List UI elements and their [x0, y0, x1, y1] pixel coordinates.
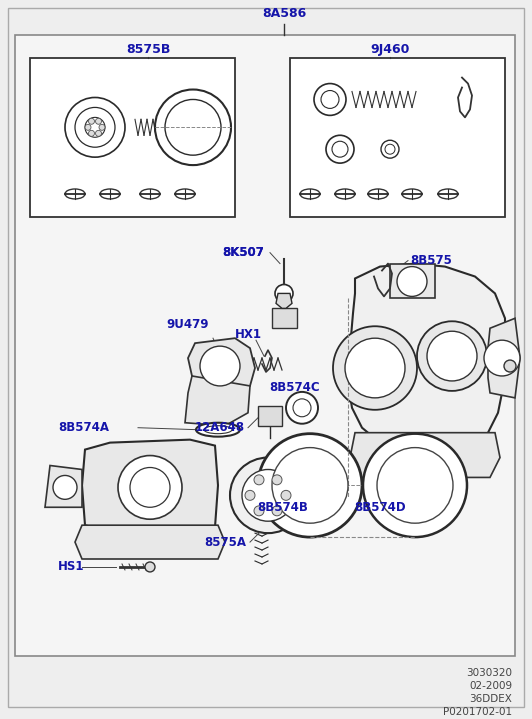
Ellipse shape: [427, 331, 477, 381]
Ellipse shape: [254, 506, 264, 516]
Ellipse shape: [300, 189, 320, 199]
Ellipse shape: [363, 434, 467, 537]
Ellipse shape: [281, 490, 291, 500]
Ellipse shape: [196, 423, 240, 436]
Text: 9U479: 9U479: [167, 318, 209, 331]
Ellipse shape: [397, 267, 427, 296]
Ellipse shape: [65, 189, 85, 199]
Ellipse shape: [175, 189, 195, 199]
Text: HX1: HX1: [235, 328, 262, 341]
Text: 36DDEX: 36DDEX: [469, 695, 512, 705]
Ellipse shape: [345, 338, 405, 398]
Ellipse shape: [272, 506, 282, 516]
Ellipse shape: [88, 130, 95, 137]
Bar: [272, 308, 297, 329]
Ellipse shape: [99, 124, 105, 130]
Ellipse shape: [335, 189, 355, 199]
Ellipse shape: [417, 321, 487, 391]
Text: 8B574B: 8B574B: [257, 500, 309, 514]
Ellipse shape: [96, 119, 102, 124]
Ellipse shape: [333, 326, 417, 410]
Text: 8575B: 8575B: [126, 43, 170, 56]
Text: 3030320: 3030320: [466, 669, 512, 679]
Ellipse shape: [200, 346, 240, 386]
Ellipse shape: [245, 490, 255, 500]
Ellipse shape: [242, 470, 294, 521]
Ellipse shape: [272, 448, 348, 523]
Polygon shape: [45, 465, 82, 508]
Text: 02-2009: 02-2009: [469, 682, 512, 692]
Ellipse shape: [385, 145, 395, 154]
Ellipse shape: [140, 189, 160, 199]
Ellipse shape: [130, 467, 170, 508]
Text: 8B574C: 8B574C: [270, 381, 320, 395]
Polygon shape: [348, 264, 505, 456]
Ellipse shape: [332, 141, 348, 157]
Ellipse shape: [254, 475, 264, 485]
Text: 8K507: 8K507: [222, 246, 264, 259]
Text: 8B574A: 8B574A: [58, 421, 109, 434]
Ellipse shape: [165, 99, 221, 155]
Text: 8B574D: 8B574D: [354, 500, 406, 514]
Polygon shape: [82, 439, 218, 535]
Ellipse shape: [438, 189, 458, 199]
Text: 8B575: 8B575: [410, 254, 452, 267]
Ellipse shape: [145, 562, 155, 572]
Ellipse shape: [377, 448, 453, 523]
Ellipse shape: [321, 91, 339, 109]
Ellipse shape: [504, 360, 516, 372]
Text: 12A648: 12A648: [195, 421, 245, 434]
Bar: [15, 35, 515, 656]
Text: 8K507: 8K507: [222, 246, 264, 259]
Polygon shape: [488, 319, 520, 398]
Polygon shape: [185, 376, 250, 426]
Ellipse shape: [293, 399, 311, 417]
Ellipse shape: [314, 83, 346, 115]
Ellipse shape: [96, 130, 102, 137]
Bar: [390, 264, 435, 298]
Ellipse shape: [272, 475, 282, 485]
Text: HS1: HS1: [58, 560, 85, 574]
Ellipse shape: [85, 124, 91, 130]
Ellipse shape: [286, 392, 318, 423]
Polygon shape: [350, 433, 500, 477]
Ellipse shape: [258, 434, 362, 537]
Ellipse shape: [484, 340, 520, 376]
Ellipse shape: [326, 135, 354, 163]
Text: 8575A: 8575A: [204, 536, 246, 549]
Ellipse shape: [75, 107, 115, 147]
Text: 8A586: 8A586: [262, 7, 306, 20]
Ellipse shape: [204, 426, 232, 434]
Ellipse shape: [381, 140, 399, 158]
Ellipse shape: [88, 119, 95, 124]
Polygon shape: [75, 525, 225, 559]
Ellipse shape: [402, 189, 422, 199]
Text: P0201702-01: P0201702-01: [443, 707, 512, 718]
Text: 9J460: 9J460: [370, 43, 410, 56]
Ellipse shape: [85, 117, 105, 137]
Polygon shape: [276, 293, 292, 308]
Ellipse shape: [53, 475, 77, 499]
Ellipse shape: [100, 189, 120, 199]
Ellipse shape: [65, 98, 125, 157]
Bar: [258, 406, 282, 426]
Ellipse shape: [230, 457, 306, 533]
Ellipse shape: [118, 456, 182, 519]
Ellipse shape: [275, 285, 293, 303]
Bar: [30, 58, 235, 217]
Polygon shape: [188, 338, 255, 396]
Bar: [290, 58, 505, 217]
Ellipse shape: [155, 90, 231, 165]
Ellipse shape: [368, 189, 388, 199]
